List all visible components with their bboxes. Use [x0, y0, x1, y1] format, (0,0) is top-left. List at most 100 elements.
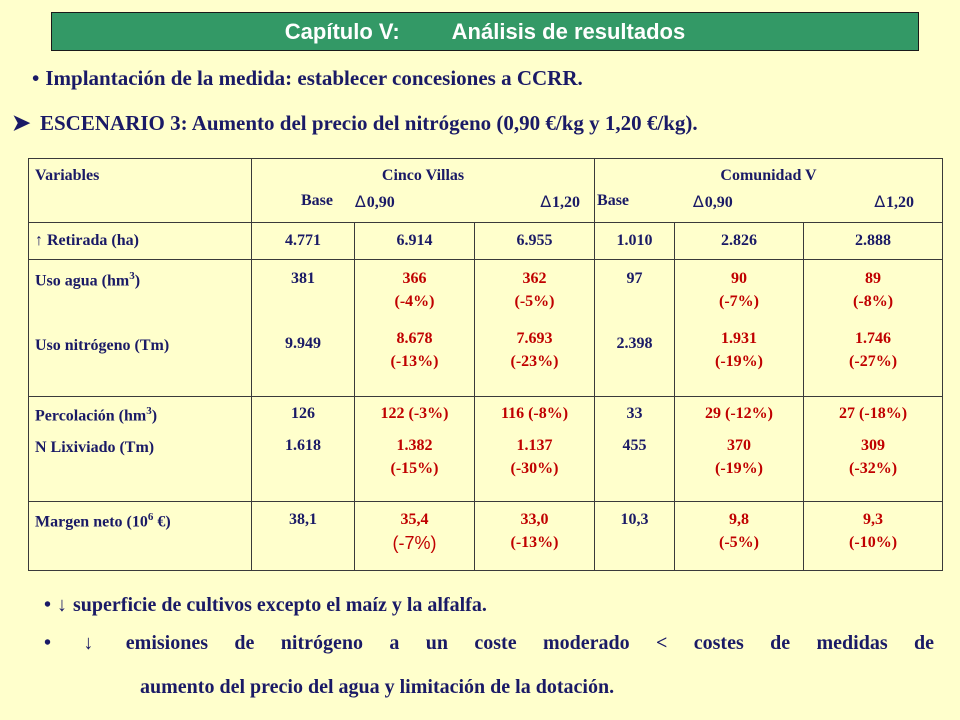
- cell-percent: (-27%): [849, 353, 898, 370]
- cell-value: 9,8: [729, 511, 750, 528]
- chapter-label: Capítulo V:: [284, 18, 400, 44]
- cell-value: 122 (-3%): [380, 405, 449, 422]
- table-cell: 33 455: [594, 396, 676, 502]
- row-label: Percolación (hm3) N Lixiviado (Tm): [28, 396, 252, 502]
- cell-percent: (-8%): [853, 293, 894, 310]
- cell-percent: (-4%): [394, 293, 435, 310]
- cell-value: 366: [402, 270, 427, 287]
- agua-label-close: ): [134, 272, 141, 290]
- cell-value: 381: [291, 270, 315, 287]
- table-row-margen: Margen neto (106 €) 38,1 35,4 (-7%) 33,0…: [28, 501, 944, 571]
- cell-percent: (-30%): [510, 460, 559, 477]
- cell-value: 97: [626, 270, 643, 287]
- percolacion-label-sup: 3: [146, 405, 152, 417]
- results-table: Variables Cinco Villas Base ∆0,90 ∆1,20 …: [28, 158, 944, 571]
- table-cell: 27 (-18%) 309 (-32%): [803, 396, 944, 502]
- margen-label-text: Margen neto (10: [35, 513, 148, 531]
- table-cell: 1.010: [594, 222, 676, 260]
- agua-label: Uso agua (hm3): [35, 260, 251, 290]
- cell-value: 90: [731, 270, 748, 287]
- cell-value: 35,4: [400, 511, 429, 528]
- table-header-row: Variables Cinco Villas Base ∆0,90 ∆1,20 …: [28, 158, 944, 223]
- cell-value: 1.746: [855, 330, 892, 347]
- table-cell: 9,8 (-5%): [674, 501, 805, 571]
- down-arrow-icon: ↓: [83, 632, 94, 654]
- nitrogeno-label: Uso nitrógeno (Tm): [35, 337, 170, 355]
- header-price-120: ∆1,20: [455, 192, 594, 212]
- cell-percent: (-7%): [719, 293, 759, 310]
- table-cell: 6.955: [473, 222, 596, 260]
- cell-percent: (-32%): [849, 460, 898, 477]
- cell-value: 9,3: [863, 511, 884, 528]
- row-label: Uso agua (hm3) Uso nitrógeno (Tm): [28, 259, 252, 397]
- table-cell: 33,0 (-13%): [473, 501, 596, 571]
- table-cell: 97 2.398: [594, 259, 676, 397]
- cell-value: 455: [622, 437, 647, 454]
- percolacion-label: Percolación (hm3): [35, 397, 251, 425]
- header-price-120-value: 1,20: [886, 194, 915, 211]
- header-price-120-value: 1,20: [552, 194, 581, 211]
- conclusion-2-continuation: aumento del precio del agua y limitación…: [140, 676, 615, 698]
- cell-value: 6.914: [396, 232, 433, 249]
- table-cell: 4.771: [251, 222, 355, 260]
- delta-icon: ∆: [874, 192, 886, 211]
- table-cell: 35,4 (-7%): [354, 501, 475, 571]
- cell-value: 370: [727, 437, 752, 454]
- cell-value: 2.888: [855, 232, 892, 249]
- cell-value: 2.398: [616, 335, 653, 352]
- header-price-090: ∆0,90: [675, 192, 795, 212]
- cell-percent: (-7%): [392, 533, 437, 553]
- percolacion-label-close: ): [151, 407, 158, 425]
- header-variables-label: Variables: [35, 167, 100, 184]
- agua-label-sup: 3: [129, 270, 135, 282]
- header-price-090-value: 0,90: [366, 194, 395, 211]
- cell-value: 4.771: [285, 232, 321, 249]
- cell-percent: (-5%): [719, 534, 759, 551]
- measure-bullet: • Implantación de la medida: establecer c…: [32, 66, 583, 91]
- bullet-icon: •: [44, 632, 52, 654]
- table-cell: 126 1.618: [251, 396, 355, 502]
- table-cell: 38,1: [251, 501, 355, 571]
- conclusion-1-text: superficie de cultivos excepto el maíz y…: [73, 594, 487, 616]
- cell-value: 1.382: [396, 437, 433, 454]
- table-cell: 381 9.949: [251, 259, 355, 397]
- table-cell: 2.888: [803, 222, 944, 260]
- cell-value: 27 (-18%): [839, 405, 908, 422]
- header-base: Base: [301, 192, 333, 209]
- table-cell: 362 (-5%) 7.693 (-23%): [473, 259, 596, 397]
- cell-percent: (-19%): [715, 460, 763, 477]
- down-arrow-icon: ↓: [57, 594, 68, 616]
- cell-value: 309: [861, 437, 886, 454]
- cell-value: 89: [865, 270, 882, 287]
- scenario-heading: ➤ ESCENARIO 3: Aumento del precio del nit…: [12, 110, 698, 136]
- delta-icon: ∆: [355, 192, 366, 211]
- margen-label: Margen neto (106 €): [35, 502, 251, 531]
- cell-value: 10,3: [620, 511, 649, 528]
- table-cell: 366 (-4%) 8.678 (-13%): [354, 259, 475, 397]
- header-price-090-value: 0,90: [704, 194, 733, 211]
- cell-value: 126: [291, 405, 315, 422]
- conclusion-2-line1: emisiones de nitrógeno a un coste modera…: [125, 632, 935, 654]
- table-cell: 6.914: [354, 222, 475, 260]
- header-comunidad-v: Comunidad V Base ∆0,90 ∆1,20: [594, 158, 944, 223]
- table-cell: 10,3: [594, 501, 676, 571]
- cell-value: 1.618: [285, 437, 321, 454]
- table-cell: 90 (-7%) 1.931 (-19%): [674, 259, 805, 397]
- slide-title-bar: Capítulo V: Análisis de resultados: [51, 12, 919, 51]
- lixiviado-label: N Lixiviado (Tm): [35, 439, 155, 457]
- table-cell: 89 (-8%) 1.746 (-27%): [803, 259, 944, 397]
- table-row-percolation-leaching: Percolación (hm3) N Lixiviado (Tm) 126 1…: [28, 396, 944, 502]
- cell-value: 33: [626, 405, 643, 422]
- table-cell: 2.826: [674, 222, 805, 260]
- table-row-water-nitrogen: Uso agua (hm3) Uso nitrógeno (Tm) 381 9.…: [28, 259, 944, 397]
- header-price-090: ∆0,90: [355, 192, 455, 212]
- agua-label-text: Uso agua (hm: [35, 272, 130, 290]
- margen-label-sup: 6: [147, 511, 154, 523]
- cell-value: 1.931: [721, 330, 758, 347]
- cell-percent: (-23%): [510, 353, 559, 370]
- cell-value: 116 (-8%): [500, 405, 569, 422]
- bullet-icon: •: [44, 594, 52, 616]
- header-cinco-villas: Cinco Villas Base ∆0,90 ∆1,20: [250, 158, 596, 223]
- chapter-title: Análisis de resultados: [451, 18, 686, 44]
- cell-value: 8.678: [396, 330, 433, 347]
